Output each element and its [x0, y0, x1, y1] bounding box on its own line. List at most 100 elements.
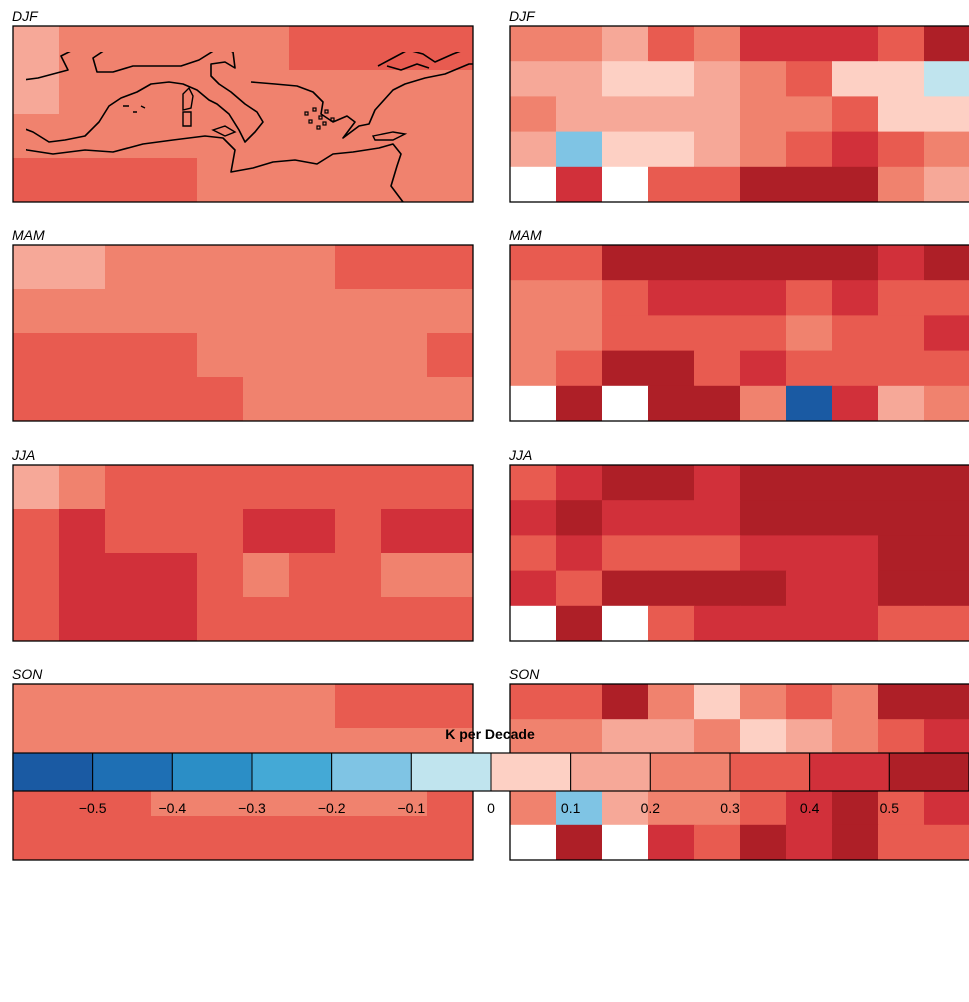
grid-cell [694, 350, 741, 387]
grid-cell [602, 96, 649, 133]
grid-cell [832, 350, 879, 387]
grid-cell [740, 245, 787, 281]
grid-cell [427, 245, 473, 290]
grid-cell [510, 719, 557, 755]
grid-cell [924, 789, 969, 826]
grid-cell [151, 684, 198, 729]
panel-label: SON [12, 666, 43, 682]
colorbar-tick-label: 0 [487, 800, 495, 816]
grid-cell [335, 816, 382, 860]
grid-cell [832, 61, 879, 97]
panel-frame [509, 464, 969, 642]
grid-cell [648, 96, 695, 133]
grid-cell [427, 70, 473, 115]
island-outline [308, 119, 313, 124]
grid-cell [197, 70, 244, 115]
grid-cells [510, 245, 969, 421]
panel-frame [509, 25, 969, 203]
grid-cell [197, 289, 244, 334]
grid-cell [832, 684, 879, 720]
grid-cell [381, 245, 428, 290]
grid-cell [197, 684, 244, 729]
grid-cell [59, 70, 106, 115]
grid-cell [648, 719, 695, 755]
grid-cell [832, 465, 879, 501]
grid-cell [832, 280, 879, 316]
colorbar-ticks: −0.5 −0.4 −0.3 −0.2 −0.1 0 0.1 0.2 0.3 0.4 0.5 [79, 800, 899, 816]
grid-cell [243, 465, 290, 510]
grid-cell [648, 605, 695, 641]
grid-cell [924, 61, 969, 97]
grid-cell [151, 245, 198, 290]
grid-cell [105, 377, 152, 421]
grid-cell [13, 333, 60, 378]
colorbar-cell [729, 752, 811, 792]
grid-cell [289, 245, 336, 290]
grid-cell [832, 605, 879, 641]
colorbar-tick-label: 0.2 [641, 800, 661, 816]
grid-cell [556, 535, 603, 572]
grid-cell [510, 166, 557, 202]
grid-cell [381, 289, 428, 334]
grid-cell [381, 333, 428, 378]
grid-cell [105, 289, 152, 334]
grid-cell [924, 719, 969, 755]
grid-cell [335, 465, 382, 510]
grid-cell [510, 605, 557, 641]
grid-cell [105, 114, 152, 159]
colorbar-tick-label: 0.3 [720, 800, 740, 816]
grid-cell [335, 684, 382, 729]
grid-cell [924, 465, 969, 501]
map-panels: DJF DJF MAM MAM JJA JJA SON SON [11, 8, 969, 861]
grid-cell [151, 465, 198, 510]
grid-cell [740, 605, 787, 641]
grid-cell [13, 70, 60, 115]
grid-cell [510, 500, 557, 536]
coastline-path [26, 135, 404, 203]
colorbar-cell [410, 752, 492, 792]
grid-cell [740, 719, 787, 755]
grid-cells [13, 465, 473, 641]
grid-cell [335, 70, 382, 115]
grid-cell [427, 158, 473, 202]
grid-cell [197, 597, 244, 641]
grid-cell [832, 570, 879, 607]
island-outline [211, 125, 237, 137]
grid-cell [602, 26, 649, 62]
grid-cell [13, 377, 60, 421]
island-outline [312, 107, 317, 112]
grid-cell [59, 816, 106, 860]
island-outline [316, 125, 321, 130]
grid-cell [694, 131, 741, 168]
island-outline [318, 115, 323, 120]
grid-cell [924, 500, 969, 536]
grid-cell [105, 553, 152, 598]
grid-cell [59, 509, 106, 554]
grid-cell [427, 333, 473, 378]
grid-cell [878, 245, 925, 281]
grid-cell [740, 315, 787, 352]
grid-cell [878, 131, 925, 168]
grid-cells [13, 245, 473, 421]
grid-cell [786, 605, 833, 641]
grid-cell [878, 166, 925, 202]
grid-cell [786, 315, 833, 352]
grid-cell [694, 385, 741, 421]
coastline [26, 52, 473, 203]
island-outline [182, 111, 192, 127]
grid-cell [786, 280, 833, 316]
grid-cell [151, 114, 198, 159]
grid-cell [381, 684, 428, 729]
grid-cell [924, 684, 969, 720]
grid-cell [602, 350, 649, 387]
grid-cell [924, 605, 969, 641]
grid-cell [740, 280, 787, 316]
grid-cell [59, 26, 106, 71]
grid-cell [602, 245, 649, 281]
grid-cell [694, 245, 741, 281]
grid-cell [289, 509, 336, 554]
grid-cell [151, 333, 198, 378]
grid-cell [381, 26, 428, 71]
island-outline [182, 86, 194, 111]
